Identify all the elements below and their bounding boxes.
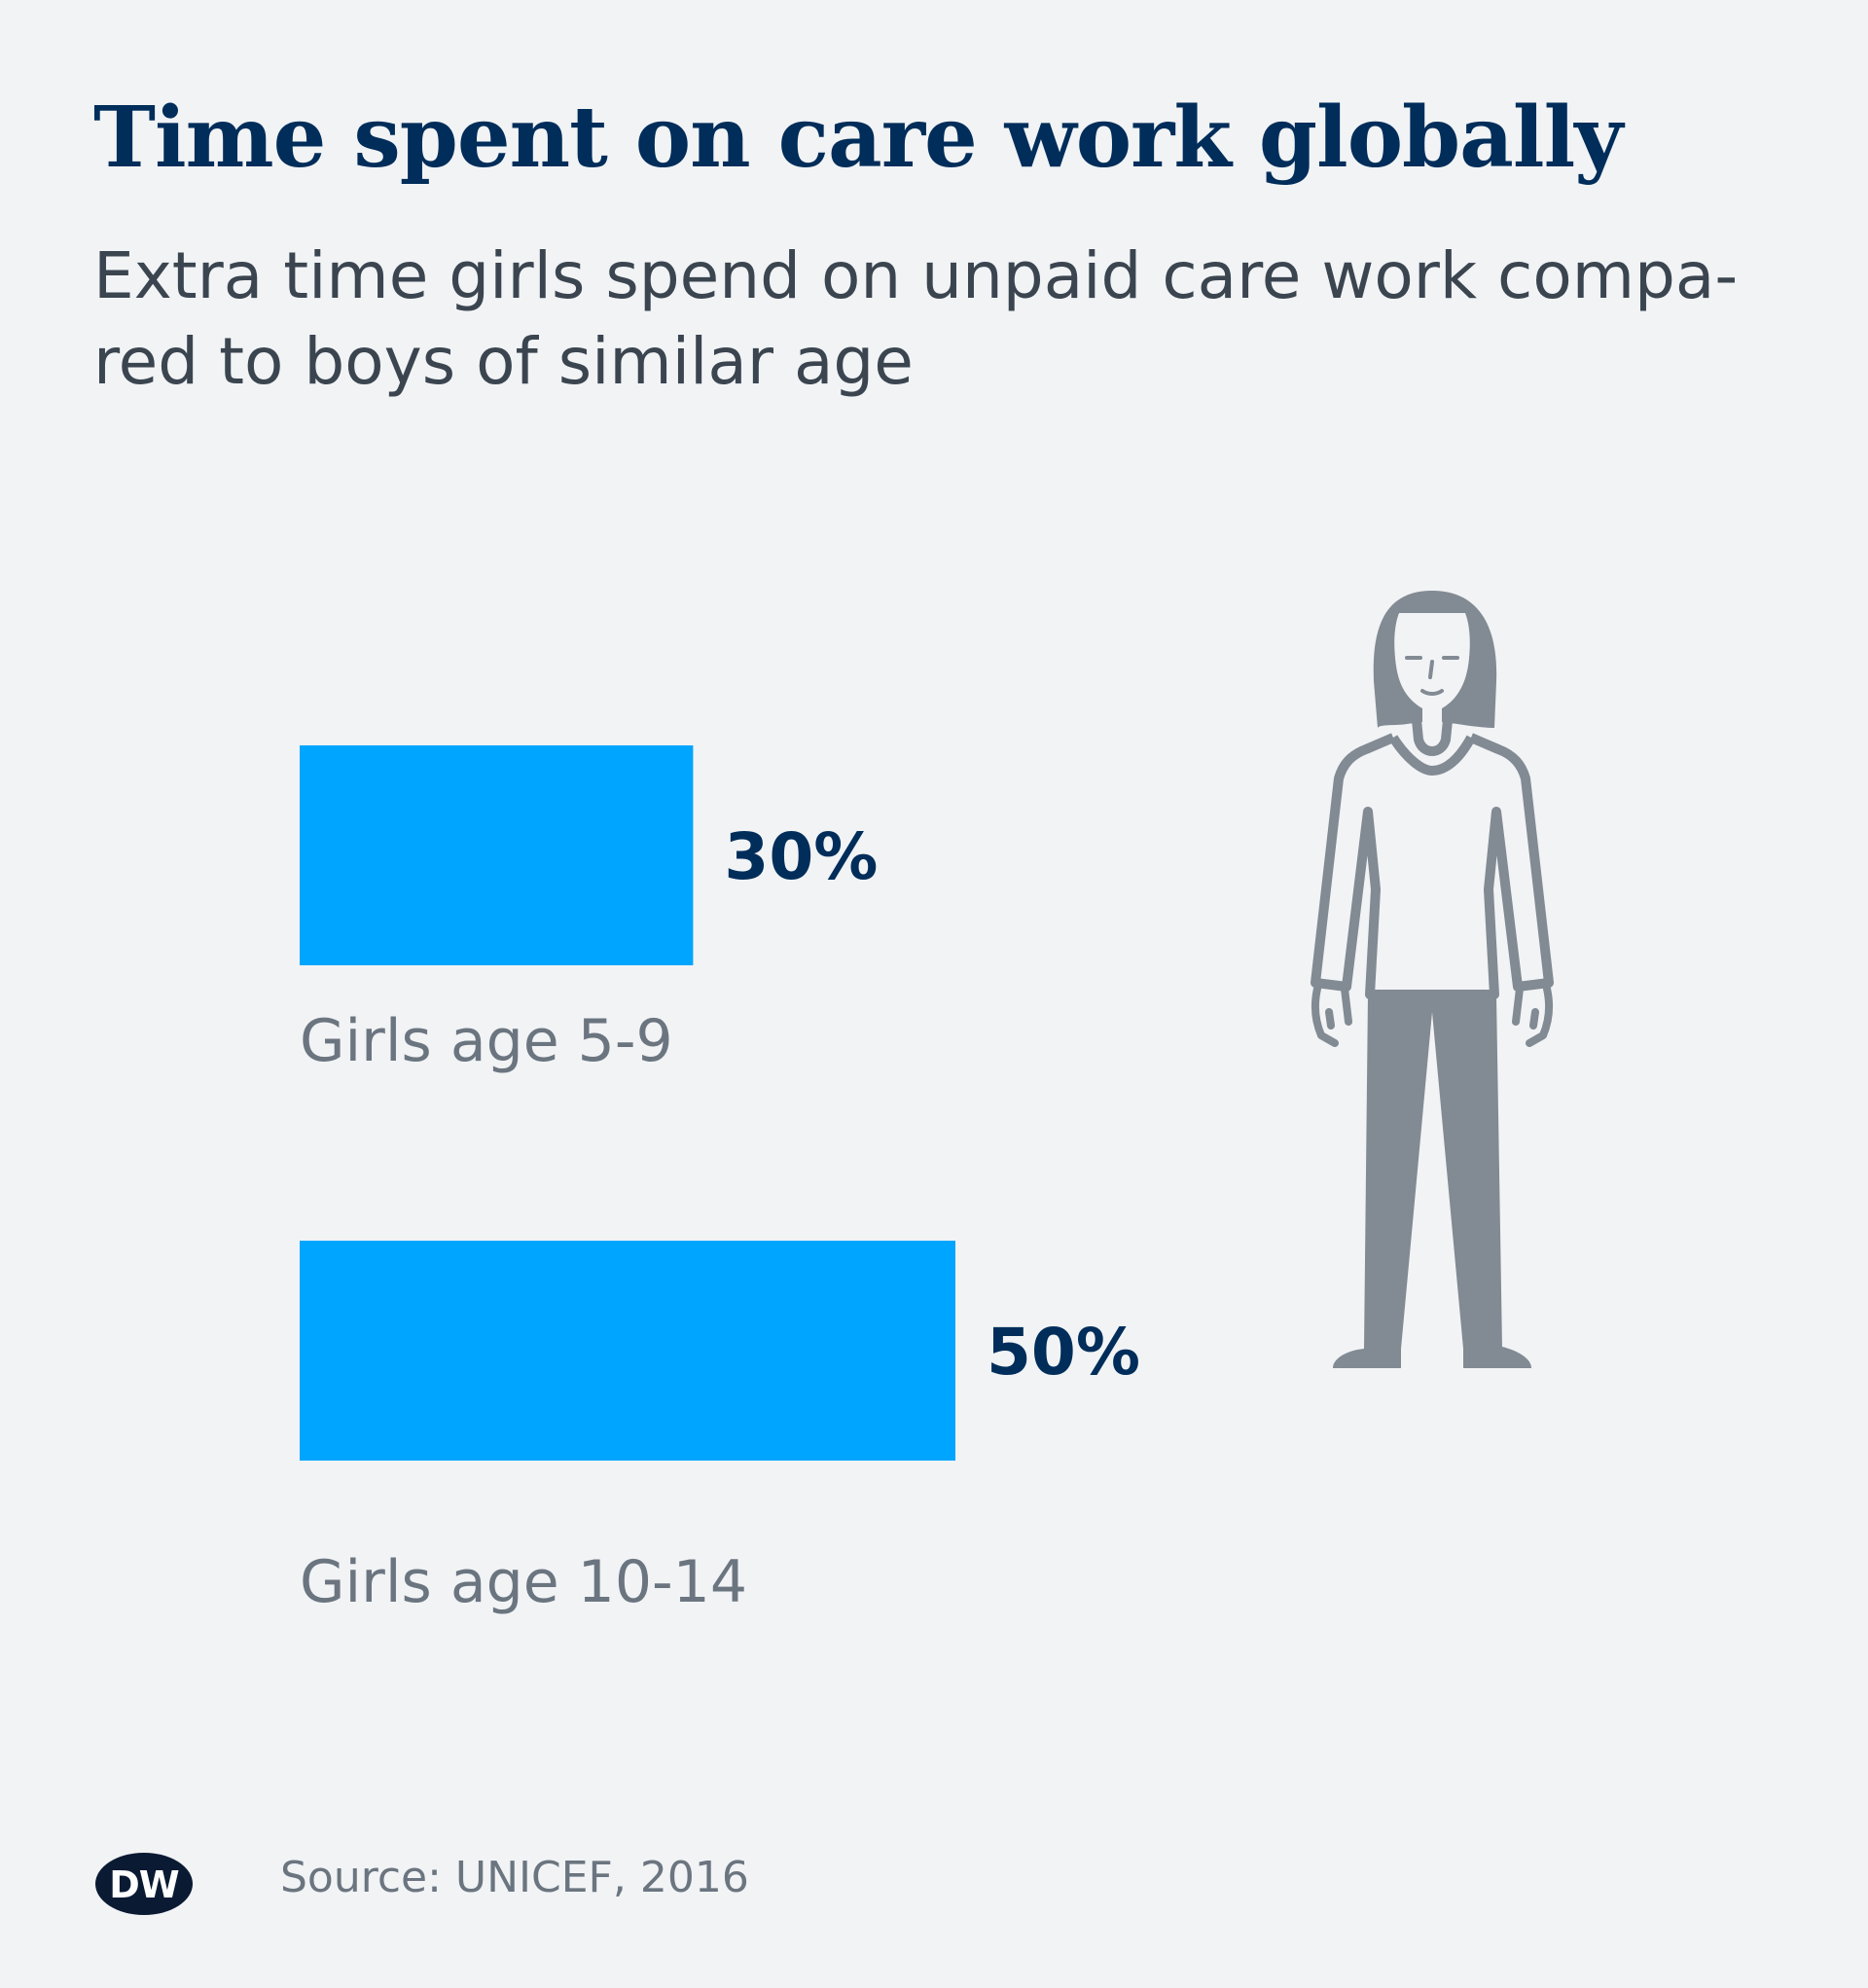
bar-2 [300,1241,955,1461]
girl-figure-icon [1311,591,1554,1368]
source-note: Source: UNICEF, 2016 [280,1853,749,1902]
eyes [1405,656,1459,696]
dw-logo-badge [95,1853,193,1915]
subtitle-line-1: Extra time girls spend on unpaid care wo… [93,238,1739,313]
dw-logo-icon: DW [95,1853,193,1915]
chart-subtitle: Extra time girls spend on unpaid care wo… [93,234,1786,405]
torso-arms-outline [1311,733,1554,999]
left-hand [1311,985,1352,1047]
value-label-1: 30% [724,819,878,894]
right-hand [1512,985,1554,1047]
subtitle-line-2: red to boys of similar age [93,324,914,399]
collar-shape [1388,735,1476,776]
category-label-2: Girls age 10-14 [300,1548,747,1616]
chart-title: Time spent on care work globally [93,89,1623,187]
dw-logo-text: DW [109,1863,179,1906]
neck-shape [1412,719,1453,756]
footer: DW [93,1851,195,1917]
shoes-shape [1333,1347,1531,1368]
bars-layer: 30% Girls age 5-9 50% Girls age 10-14 [300,745,1140,1616]
pants-shape [1364,994,1502,1349]
value-label-2: 50% [987,1315,1140,1390]
hair-shape [1373,591,1497,728]
category-label-1: Girls age 5-9 [300,1007,673,1075]
bar-1 [300,745,694,965]
